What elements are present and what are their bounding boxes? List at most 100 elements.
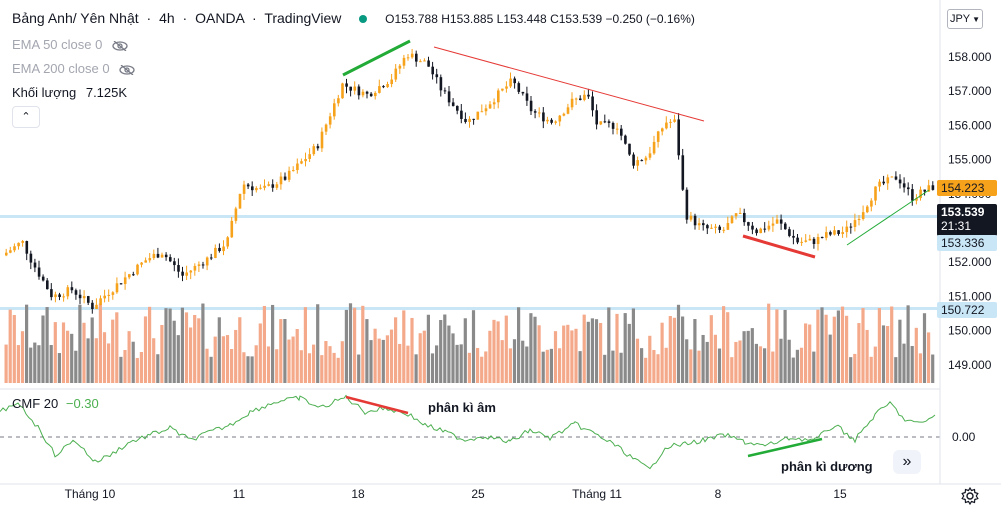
candle-body <box>275 184 279 188</box>
candle-body <box>144 260 147 263</box>
volume-bar <box>779 338 783 383</box>
candle-body <box>886 177 890 184</box>
volume-bar <box>537 325 541 383</box>
volume-bar <box>66 330 70 383</box>
candle-body <box>837 230 840 234</box>
candle-body <box>398 65 402 69</box>
volume-bar <box>98 303 102 383</box>
candle-body <box>328 116 332 125</box>
candle-body <box>263 185 266 188</box>
cmf-negative-divergence-line[interactable] <box>345 395 409 415</box>
candle-body <box>439 77 443 91</box>
symbol-name[interactable]: Bảng Anh/ Yên Nhật <box>12 10 139 26</box>
volume-bar <box>385 335 389 383</box>
candle-body <box>308 154 311 159</box>
volume-bar <box>574 328 578 383</box>
ema200-legend[interactable]: EMA 200 close 0 <box>12 61 135 76</box>
time-axis[interactable]: Tháng 10 11 18 25 Tháng 11 8 15 <box>65 487 847 501</box>
volume-bar <box>816 309 820 383</box>
volume-bar <box>931 354 935 383</box>
candle-body <box>591 96 594 111</box>
change-value: −0.250 (−0.16%) <box>605 12 695 26</box>
volume-bar <box>217 317 221 383</box>
candle-body <box>857 218 861 221</box>
negative-divergence-annotation[interactable]: phân kì âm <box>428 400 496 415</box>
cmf-axis-zero: 0.00 <box>952 430 976 444</box>
interval[interactable]: 4h <box>159 10 175 26</box>
volume-bar <box>37 345 41 383</box>
positive-divergence-annotation[interactable]: phân kì dương <box>781 459 873 474</box>
candle-body <box>722 229 726 231</box>
volume-bar <box>209 356 213 383</box>
volume-bar <box>115 312 119 383</box>
volume-bar <box>152 338 156 383</box>
cmf-legend[interactable]: CMF 20 −0.30 <box>12 396 99 411</box>
candle-body <box>341 83 344 99</box>
currency-select[interactable]: JPY ▼ <box>947 9 983 29</box>
volume-bar <box>553 331 558 383</box>
bullish-trend-line[interactable] <box>342 39 411 77</box>
candle-body <box>205 257 209 266</box>
collapse-legend-button[interactable]: ⌃ <box>12 106 40 128</box>
volume-bar <box>53 322 57 383</box>
candle-body <box>13 246 16 251</box>
volume-bar <box>344 309 348 383</box>
candle-body <box>353 86 357 91</box>
volume-bar <box>742 331 746 383</box>
volume-bar <box>582 314 586 383</box>
volume-bar <box>590 318 594 383</box>
volume-bar <box>676 304 681 383</box>
candle-body <box>410 53 414 58</box>
volume-bar <box>172 320 176 383</box>
candle-body <box>267 184 270 186</box>
support-line-153336[interactable] <box>0 215 940 218</box>
volume-bar <box>74 350 78 383</box>
resistance-trend-line[interactable] <box>433 46 705 122</box>
volume-bar <box>824 314 828 383</box>
candle-body <box>779 219 783 224</box>
scroll-to-realtime-button[interactable]: » <box>893 450 921 474</box>
price-tick-label: 155.000 <box>948 153 992 167</box>
ema50-legend[interactable]: EMA 50 close 0 <box>12 37 128 52</box>
candle-body <box>702 223 705 226</box>
volume-bar <box>799 347 804 383</box>
volume-bar <box>599 322 603 383</box>
candle-body <box>484 108 488 112</box>
open-label: O <box>385 12 395 26</box>
volume-bar <box>467 352 471 383</box>
ema50-label: EMA 50 close 0 <box>12 37 103 52</box>
volume-bar <box>189 327 193 383</box>
candle-body <box>382 86 385 88</box>
price-tick-label: 156.000 <box>948 118 992 132</box>
volume-bar <box>426 314 430 383</box>
volume-bar <box>881 325 886 383</box>
volume-bar <box>603 354 607 383</box>
volume-bar <box>709 315 713 383</box>
settings-button[interactable] <box>960 486 980 506</box>
volume-bar <box>381 339 385 383</box>
candle-body <box>517 83 521 92</box>
volume-bar <box>804 323 808 383</box>
volume-legend[interactable]: Khối lượng 7.125K <box>12 85 127 100</box>
rising-support-line[interactable] <box>846 189 930 246</box>
volume-bar <box>705 341 709 383</box>
candle-body <box>480 111 484 113</box>
volume-bar <box>640 348 644 383</box>
volume-bar <box>29 347 33 383</box>
symbol-legend[interactable]: Bảng Anh/ Yên Nhật · 4h · OANDA · Tradin… <box>12 10 695 26</box>
volume-bar <box>156 354 160 383</box>
candle-body <box>99 298 102 305</box>
eye-hidden-icon[interactable] <box>112 40 128 51</box>
lower-low-divergence-line[interactable] <box>742 234 816 259</box>
candle-body <box>566 107 570 114</box>
eye-hidden-icon[interactable] <box>119 64 135 75</box>
volume-bar <box>254 345 258 383</box>
support-line-150722[interactable] <box>0 307 940 310</box>
volume-bar <box>119 356 123 383</box>
cmf-positive-divergence-line[interactable] <box>747 437 823 458</box>
candle-body <box>521 91 525 94</box>
candle-body <box>74 290 78 295</box>
low-label: L <box>496 12 504 26</box>
volume-bar <box>902 343 906 383</box>
